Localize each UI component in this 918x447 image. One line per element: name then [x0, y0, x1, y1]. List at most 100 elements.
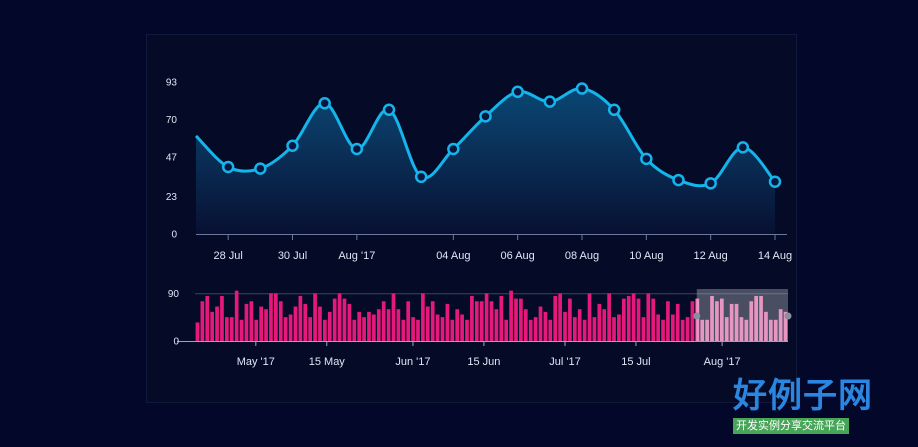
bar: [700, 319, 705, 341]
bar: [440, 317, 445, 341]
data-point: [414, 170, 428, 184]
nav-y-tick-label: 90: [168, 289, 180, 300]
bar: [626, 295, 631, 341]
bar: [225, 317, 229, 341]
bar: [597, 303, 602, 341]
bar: [347, 303, 352, 341]
bar: [229, 317, 234, 341]
bar: [680, 319, 685, 341]
nav-x-tick-label: 15 Jul: [621, 356, 650, 368]
bar: [391, 293, 396, 341]
nav-x-tick-label: 15 May: [309, 356, 346, 368]
bar: [479, 301, 484, 341]
data-point: [254, 162, 267, 175]
bar: [435, 314, 440, 341]
data-point: [350, 142, 364, 156]
bar: [421, 293, 425, 341]
bar: [372, 314, 376, 341]
y-tick-label: 23: [166, 192, 178, 203]
navigator-handle-right: [784, 312, 792, 320]
x-tick-label: 04 Aug: [436, 250, 470, 262]
bar: [244, 303, 249, 341]
bar: [313, 293, 317, 341]
bar: [558, 293, 562, 341]
bar: [612, 317, 616, 341]
bar: [342, 298, 347, 341]
watermark-subtitle: 开发实例分享交流平台: [733, 418, 849, 434]
x-tick-label: 06 Aug: [501, 250, 535, 262]
navigator-handle-left: [693, 312, 701, 320]
data-point: [221, 160, 235, 174]
nav-y-tick-label: 0: [173, 337, 179, 348]
bar: [474, 301, 479, 341]
bar: [523, 309, 528, 341]
bar: [352, 319, 357, 341]
data-point: [768, 175, 782, 188]
bar: [386, 309, 391, 341]
navigator-chart: 90 0 May '17 15 May Jun '17 15 Jun Jul '17 15 J…: [168, 289, 792, 368]
bar: [249, 301, 254, 341]
bar: [470, 295, 474, 341]
bar: [744, 319, 749, 341]
bar: [425, 306, 430, 341]
x-tick-label: 12 Aug: [694, 250, 728, 262]
bar: [582, 319, 587, 341]
bar: [367, 311, 371, 341]
data-point: [543, 95, 557, 108]
area-fill: [196, 88, 775, 234]
bar: [749, 301, 754, 341]
data-point: [479, 110, 492, 123]
bar: [332, 298, 337, 341]
bar: [548, 319, 553, 341]
bar: [587, 293, 592, 341]
bar: [278, 301, 283, 341]
bar: [308, 317, 313, 341]
bar: [264, 309, 268, 341]
x-tick-label: 14 Aug: [758, 250, 792, 262]
bar: [288, 314, 293, 341]
bar: [220, 295, 224, 341]
bar: [661, 319, 665, 341]
bar: [543, 311, 548, 341]
bar: [504, 319, 509, 341]
bar: [577, 309, 582, 341]
bar: [553, 295, 558, 341]
bar: [710, 295, 714, 341]
bar: [455, 309, 460, 341]
x-tick-label: 30 Jul: [278, 250, 307, 262]
bar: [705, 319, 709, 341]
bar: [768, 319, 773, 341]
data-point: [640, 152, 653, 166]
bar: [572, 317, 577, 341]
bar: [406, 301, 411, 341]
bar: [239, 319, 244, 341]
bar: [362, 317, 366, 341]
bar: [666, 301, 670, 341]
bar: [656, 314, 660, 341]
bar: [494, 309, 499, 341]
nav-x-tick-label: 15 Jun: [467, 356, 500, 368]
bar: [617, 314, 621, 341]
bar: [519, 298, 523, 341]
bar: [274, 293, 278, 341]
bar: [210, 311, 215, 341]
watermark-title: 好例子网: [733, 376, 873, 416]
nav-x-tick-label: Jul '17: [549, 356, 580, 368]
bar: [396, 309, 401, 341]
y-tick-label: 0: [171, 230, 177, 241]
chart-svg: 93 70 47 23 0 28 Jul 30 Jul Aug '17 04 Aug 06 Aug…: [166, 78, 792, 369]
bar: [675, 303, 680, 341]
main-chart: 93 70 47 23 0 28 Jul 30 Jul Aug '17 04 Aug 06 Aug…: [166, 78, 792, 263]
bar: [764, 311, 768, 341]
bar: [592, 317, 597, 341]
bar: [670, 314, 675, 341]
data-point: [318, 96, 331, 110]
bar: [528, 319, 533, 341]
bar: [450, 319, 455, 341]
bar: [499, 295, 504, 341]
bar: [607, 293, 611, 341]
bar: [636, 298, 641, 341]
bar: [200, 301, 205, 341]
bar: [376, 309, 381, 341]
bar: [259, 306, 264, 341]
